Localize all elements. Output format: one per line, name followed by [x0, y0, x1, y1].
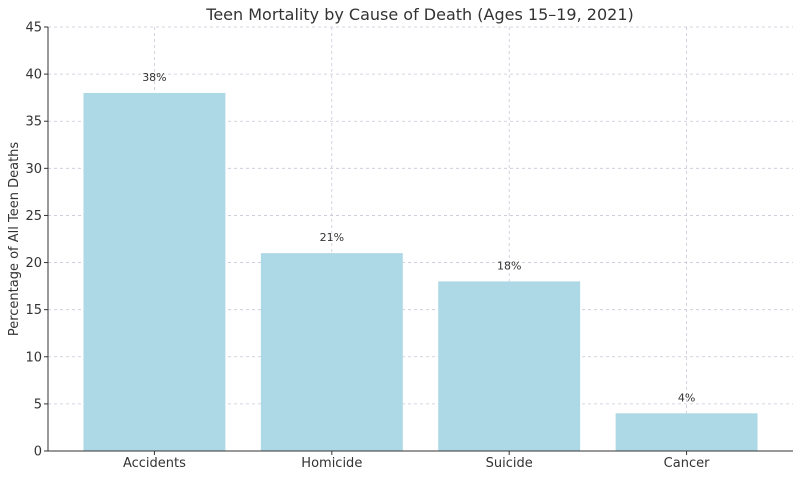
x-tick-label: Cancer: [664, 456, 710, 471]
bar-homicide: [260, 253, 403, 451]
axes: [44, 26, 793, 455]
data-label: 21%: [320, 231, 344, 244]
y-tick-label: 5: [34, 397, 42, 412]
y-axis-label: Percentage of All Teen Deaths: [7, 142, 22, 337]
y-tick-label: 45: [25, 21, 42, 36]
bar-accidents: [83, 92, 226, 451]
y-tick-label: 25: [25, 209, 42, 224]
y-tick-label: 30: [25, 162, 42, 177]
y-tick-label: 0: [34, 445, 42, 460]
labels: 0 5 10 15 20 25 30 35 40 45 38% 21% 18% 4% Accidents Ho…: [25, 21, 710, 472]
x-tick-label: Homicide: [301, 456, 362, 471]
bars: [83, 92, 758, 451]
data-label: 4%: [678, 391, 695, 404]
x-tick-label: Suicide: [486, 456, 533, 471]
y-tick-label: 40: [25, 68, 42, 83]
chart-title: Teen Mortality by Cause of Death (Ages 1…: [205, 5, 633, 24]
y-tick-label: 15: [25, 303, 42, 318]
bar-suicide: [438, 281, 581, 451]
y-tick-label: 20: [25, 256, 42, 271]
y-tick-label: 10: [25, 350, 42, 365]
bar-cancer: [615, 413, 758, 451]
data-label: 18%: [497, 259, 521, 272]
x-tick-label: Accidents: [123, 456, 186, 471]
data-label: 38%: [142, 71, 166, 84]
y-tick-label: 35: [25, 115, 42, 130]
